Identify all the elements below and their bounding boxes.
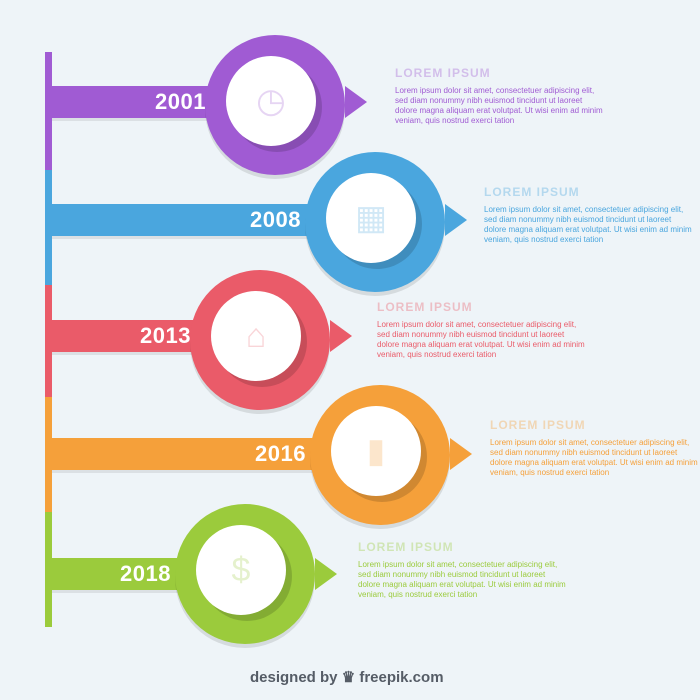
- pointer-arrow: [450, 438, 472, 470]
- description-heading: LOREM IPSUM: [484, 185, 580, 199]
- milestone-ring: ◷: [205, 35, 345, 175]
- stopwatch-icon: ◷: [256, 82, 286, 120]
- icon-disc: ◷: [226, 56, 316, 146]
- milestone-ring: ▮: [310, 385, 450, 525]
- description-body: Lorem ipsum dolor sit amet, consectetuer…: [395, 86, 603, 125]
- year-band: 2016 ›: [52, 438, 332, 470]
- year-label: 2001: [155, 89, 206, 114]
- pointer-arrow: [315, 558, 337, 590]
- spine-segment-5: [45, 512, 52, 627]
- description-block: LOREM IPSUM Lorem ipsum dolor sit amet, …: [377, 300, 587, 360]
- description-block: LOREM IPSUM Lorem ipsum dolor sit amet, …: [490, 418, 700, 478]
- year-label: 2016: [255, 441, 306, 466]
- year-band: 2013 ›: [52, 320, 217, 352]
- pointer-arrow: [330, 320, 352, 352]
- description-heading: LOREM IPSUM: [377, 300, 473, 314]
- spine-segment-1: [45, 52, 52, 170]
- credit-prefix: designed by: [250, 669, 338, 686]
- spine-segment-4: [45, 397, 52, 512]
- description-body: Lorem ipsum dolor sit amet, consectetuer…: [490, 438, 698, 477]
- description-heading: LOREM IPSUM: [490, 418, 586, 432]
- spine-segment-3: [45, 285, 52, 397]
- year-label: 2008: [250, 207, 301, 232]
- icon-disc: $: [196, 525, 286, 615]
- milestone-ring: ⌂: [190, 270, 330, 410]
- icon-disc: ▦: [326, 173, 416, 263]
- house-icon: ⌂: [245, 317, 267, 355]
- description-block: LOREM IPSUM Lorem ipsum dolor sit amet, …: [484, 185, 694, 245]
- description-body: Lorem ipsum dolor sit amet, consectetuer…: [358, 560, 566, 599]
- bar-chart-icon: ▮: [366, 432, 386, 470]
- description-block: LOREM IPSUM Lorem ipsum dolor sit amet, …: [358, 540, 568, 600]
- description-block: LOREM IPSUM Lorem ipsum dolor sit amet, …: [395, 66, 605, 126]
- credit-brand: freepik.com: [359, 669, 444, 686]
- description-heading: LOREM IPSUM: [395, 66, 491, 80]
- icon-disc: ▮: [331, 406, 421, 496]
- milestone-ring: ▦: [305, 152, 445, 292]
- icon-disc: ⌂: [211, 291, 301, 381]
- description-body: Lorem ipsum dolor sit amet, consectetuer…: [484, 205, 692, 244]
- year-label: 2018: [120, 561, 171, 586]
- year-band: 2001 ›: [52, 86, 232, 118]
- milestone-ring: $: [175, 504, 315, 644]
- spine-segment-2: [45, 170, 52, 285]
- year-band: 2008 ›: [52, 204, 327, 236]
- year-label: 2013: [140, 323, 191, 348]
- calendar-icon: ▦: [354, 199, 388, 237]
- description-body: Lorem ipsum dolor sit amet, consectetuer…: [377, 320, 585, 359]
- pointer-arrow: [345, 86, 367, 118]
- designer-credit: designed by ♛ freepik.com: [250, 668, 444, 686]
- dollar-coin-icon: $: [231, 551, 251, 589]
- freepik-logo-icon: ♛: [341, 669, 356, 686]
- pointer-arrow: [445, 204, 467, 236]
- description-heading: LOREM IPSUM: [358, 540, 454, 554]
